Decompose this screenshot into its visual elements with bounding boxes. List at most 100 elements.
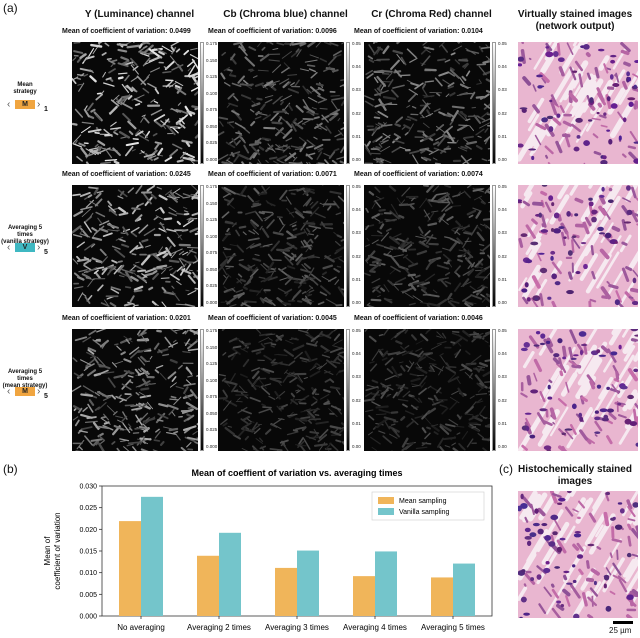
cv-caption: Mean of coefficient of variation: 0.0096 (208, 28, 337, 35)
colorbar-tick-label: 0.075 (206, 394, 218, 400)
colorbar (492, 42, 496, 164)
legend-label: Vanilla sampling (399, 509, 450, 516)
colorbar-tick-label: 0.05 (352, 328, 361, 333)
legend-swatch (378, 508, 394, 515)
row-strategy-label: Averaging 5 times (vanilla strategy) (1, 225, 49, 245)
colorbar-tick-label: 0.125 (206, 361, 218, 367)
colorbar-tick-label: 0.175 (206, 184, 218, 189)
colorbar-tick-label: 0.050 (206, 266, 218, 272)
colorbar-ticks: 0.05 0.04 0.03 0.02 0.01 0.00 (498, 184, 512, 307)
colorbar-tick-label: 0.05 (498, 184, 507, 189)
colorbar-tick-label: 0.100 (206, 90, 218, 96)
colorbar-ticks: 0.175 0.150 0.125 0.100 0.075 0.050 0.025 0.000 (206, 184, 220, 307)
scale-bar-label: 25 µm (609, 626, 632, 635)
colorbar-tick-label: 0.01 (498, 420, 507, 426)
strategy-badge: V (15, 243, 35, 252)
right-bracket-icon: › (37, 386, 41, 397)
colorbar-tick-label: 0.00 (352, 300, 361, 305)
bar (141, 496, 163, 616)
cv-caption: Mean of coefficient of variation: 0.0045 (208, 315, 337, 322)
colorbar-tick-label: 0.02 (498, 110, 507, 116)
colorbar-tick-label: 0.03 (352, 374, 361, 380)
column-heading-y: Y (Luminance) channel (84, 9, 195, 20)
cv-caption: Mean of coefficient of variation: 0.0201 (62, 315, 191, 322)
colorbar (200, 42, 204, 164)
colorbar (346, 185, 350, 307)
chart-title: Mean of coeffient of variation vs. avera… (191, 468, 402, 478)
colorbar-tick-label: 0.00 (352, 157, 361, 162)
bar (375, 551, 397, 616)
y-tick-label: 0.005 (79, 592, 97, 599)
colorbar-tick-label: 0.05 (498, 41, 507, 46)
colorbar-tick-label: 0.05 (498, 328, 507, 333)
colorbar-tick-label: 0.175 (206, 328, 218, 333)
left-bracket-icon: ‹ (7, 242, 11, 253)
virtual-stain-image (518, 185, 638, 307)
strategy-subscript: 5 (44, 393, 48, 400)
colorbar (346, 42, 350, 164)
right-bracket-icon: › (37, 99, 41, 110)
colorbar (492, 329, 496, 451)
colorbar-tick-label: 0.02 (352, 110, 361, 116)
colorbar-tick-label: 0.000 (206, 157, 218, 162)
colorbar-tick-label: 0.175 (206, 41, 218, 46)
x-tick-label: Averaging 3 times (265, 623, 329, 632)
bar (297, 550, 319, 616)
colorbar-tick-label: 0.050 (206, 410, 218, 416)
cv-caption: Mean of coefficient of variation: 0.0245 (62, 171, 191, 178)
strategy-badge: M (15, 387, 35, 396)
colorbar-tick-label: 0.03 (498, 87, 507, 93)
colorbar-tick-label: 0.00 (498, 444, 507, 449)
histochemical-stain-image (518, 491, 638, 618)
left-bracket-icon: ‹ (7, 99, 11, 110)
colorbar-ticks: 0.05 0.04 0.03 0.02 0.01 0.00 (352, 184, 366, 307)
x-tick-label: Averaging 2 times (187, 623, 251, 632)
y-axis-label: Mean of (43, 536, 52, 566)
bar (197, 555, 219, 616)
cv-caption: Mean of coefficient of variation: 0.0499 (62, 28, 191, 35)
virtual-stain-image (518, 42, 638, 164)
colorbar-ticks: 0.05 0.04 0.03 0.02 0.01 0.00 (498, 328, 512, 451)
colorbar-tick-label: 0.025 (206, 140, 218, 146)
bar (353, 576, 375, 616)
y-tick-label: 0.025 (79, 505, 97, 512)
y-axis-label: coefficient of variation (53, 512, 62, 589)
colorbar-ticks: 0.175 0.150 0.125 0.100 0.075 0.050 0.025 0.000 (206, 328, 220, 451)
variation-map-image (364, 329, 490, 451)
legend-box (371, 491, 485, 521)
colorbar-tick-label: 0.025 (206, 427, 218, 433)
colorbar-ticks: 0.05 0.04 0.03 0.02 0.01 0.00 (352, 328, 366, 451)
colorbar-tick-label: 0.050 (206, 123, 218, 129)
colorbar-tick-label: 0.01 (352, 133, 361, 139)
colorbar-tick-label: 0.04 (352, 351, 361, 357)
colorbar (346, 329, 350, 451)
variation-map-image (218, 185, 344, 307)
variation-map-image (218, 42, 344, 164)
colorbar-tick-label: 0.01 (352, 276, 361, 282)
colorbar-ticks: 0.05 0.04 0.03 0.02 0.01 0.00 (352, 41, 366, 164)
scale-bar (613, 621, 633, 624)
colorbar-ticks: 0.05 0.04 0.03 0.02 0.01 0.00 (498, 41, 512, 164)
colorbar-tick-label: 0.04 (498, 207, 507, 213)
colorbar-tick-label: 0.03 (498, 230, 507, 236)
colorbar-tick-label: 0.01 (498, 133, 507, 139)
panel-a-label: (a) (3, 1, 18, 15)
colorbar-tick-label: 0.04 (352, 64, 361, 70)
colorbar-tick-label: 0.03 (498, 374, 507, 380)
colorbar-tick-label: 0.02 (352, 397, 361, 403)
cv-caption: Mean of coefficient of variation: 0.0046 (354, 315, 483, 322)
panel-c-label: (c) (499, 462, 513, 476)
variation-map-image (218, 329, 344, 451)
colorbar-tick-label: 0.075 (206, 107, 218, 113)
colorbar-tick-label: 0.03 (352, 230, 361, 236)
cv-caption: Mean of coefficient of variation: 0.0104 (354, 28, 483, 35)
virtual-stain-image (518, 329, 638, 451)
colorbar-tick-label: 0.04 (498, 64, 507, 70)
x-tick-label: Averaging 4 times (343, 623, 407, 632)
y-tick-label: 0.000 (79, 614, 97, 621)
colorbar (200, 329, 204, 451)
variation-map-image (72, 185, 198, 307)
x-tick-label: No averaging (117, 623, 165, 632)
colorbar-tick-label: 0.05 (352, 41, 361, 46)
colorbar (492, 185, 496, 307)
